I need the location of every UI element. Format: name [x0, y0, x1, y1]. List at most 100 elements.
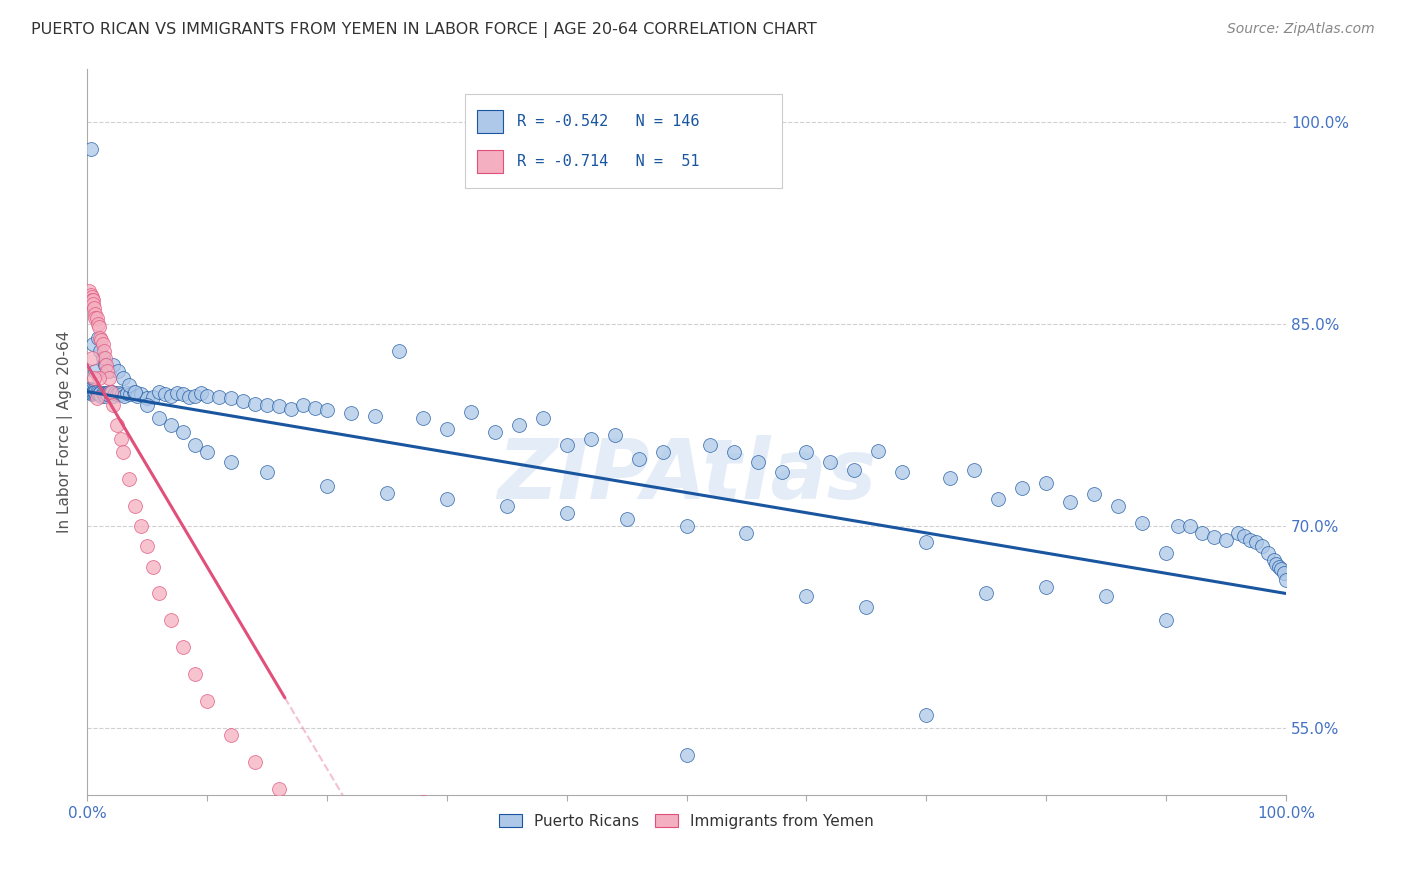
Point: [104, 385, 127, 400]
Point: [82, 337, 104, 351]
Point: [96, 387, 118, 401]
Point: [388, 344, 411, 359]
Y-axis label: In Labor Force | Age 20-64: In Labor Force | Age 20-64: [58, 331, 73, 533]
Bar: [477, 110, 503, 133]
Point: [77, 384, 100, 399]
Point: [89, 385, 111, 400]
Point: [87, 385, 110, 400]
Point: [1154, 614, 1177, 628]
Point: [82, 293, 104, 307]
Point: [142, 390, 165, 404]
Point: [83, 371, 105, 385]
Point: [89, 331, 111, 345]
Point: [1233, 528, 1256, 542]
Point: [112, 389, 135, 403]
Point: [84, 364, 107, 378]
Point: [79, 287, 101, 301]
Point: [256, 466, 278, 480]
Point: [219, 728, 242, 742]
Point: [651, 445, 673, 459]
Point: [987, 492, 1010, 507]
Point: [195, 445, 218, 459]
Point: [190, 385, 212, 400]
Point: [79, 142, 101, 156]
Point: [97, 371, 120, 385]
Text: R = -0.542   N = 146: R = -0.542 N = 146: [517, 114, 700, 129]
Point: [83, 301, 105, 315]
Point: [96, 385, 118, 400]
Point: [91, 351, 114, 365]
Point: [90, 334, 112, 348]
Point: [97, 364, 120, 378]
Point: [87, 318, 110, 332]
Point: [87, 320, 110, 334]
Point: [148, 384, 170, 399]
Point: [184, 438, 207, 452]
Text: Source: ZipAtlas.com: Source: ZipAtlas.com: [1227, 22, 1375, 37]
Point: [177, 390, 200, 404]
Point: [105, 418, 128, 433]
Point: [89, 344, 111, 359]
Point: [315, 822, 337, 836]
Point: [219, 392, 242, 406]
Point: [82, 297, 104, 311]
Point: [93, 344, 115, 359]
Point: [555, 506, 578, 520]
Point: [304, 401, 326, 415]
Point: [111, 387, 134, 401]
Point: [579, 432, 602, 446]
Point: [172, 387, 194, 401]
Point: [796, 589, 818, 603]
Point: [915, 535, 938, 549]
Point: [184, 389, 207, 403]
Point: [1227, 525, 1250, 540]
Point: [1083, 487, 1105, 501]
Point: [675, 519, 697, 533]
Point: [770, 466, 793, 480]
Point: [94, 358, 117, 372]
Point: [1035, 476, 1057, 491]
Point: [1275, 573, 1298, 587]
Point: [148, 411, 170, 425]
Point: [103, 358, 125, 372]
Point: [412, 795, 434, 809]
Point: [603, 427, 626, 442]
Point: [79, 384, 101, 399]
Point: [243, 397, 266, 411]
Point: [80, 290, 103, 304]
Point: [79, 284, 101, 298]
Point: [232, 394, 254, 409]
Point: [820, 454, 842, 468]
Point: [291, 398, 314, 412]
Point: [1270, 562, 1292, 576]
Point: [91, 385, 114, 400]
Point: [495, 499, 517, 513]
Point: [1059, 495, 1081, 509]
Point: [84, 384, 107, 399]
Point: [844, 463, 866, 477]
Point: [963, 463, 986, 477]
Point: [315, 403, 337, 417]
Point: [124, 499, 146, 513]
Point: [508, 815, 530, 830]
Point: [86, 310, 108, 325]
Point: [243, 755, 266, 769]
Point: [115, 385, 138, 400]
Point: [142, 559, 165, 574]
Point: [112, 445, 135, 459]
Legend: Puerto Ricans, Immigrants from Yemen: Puerto Ricans, Immigrants from Yemen: [494, 808, 880, 835]
Bar: [477, 150, 503, 173]
Point: [79, 384, 101, 399]
Point: [280, 402, 302, 417]
Point: [84, 310, 107, 325]
Point: [315, 479, 337, 493]
Point: [136, 540, 159, 554]
Point: [796, 445, 818, 459]
Point: [267, 781, 290, 796]
Point: [90, 389, 112, 403]
Point: [616, 512, 638, 526]
Point: [195, 694, 218, 708]
Point: [291, 802, 314, 816]
Point: [166, 385, 188, 400]
Point: [1251, 540, 1274, 554]
